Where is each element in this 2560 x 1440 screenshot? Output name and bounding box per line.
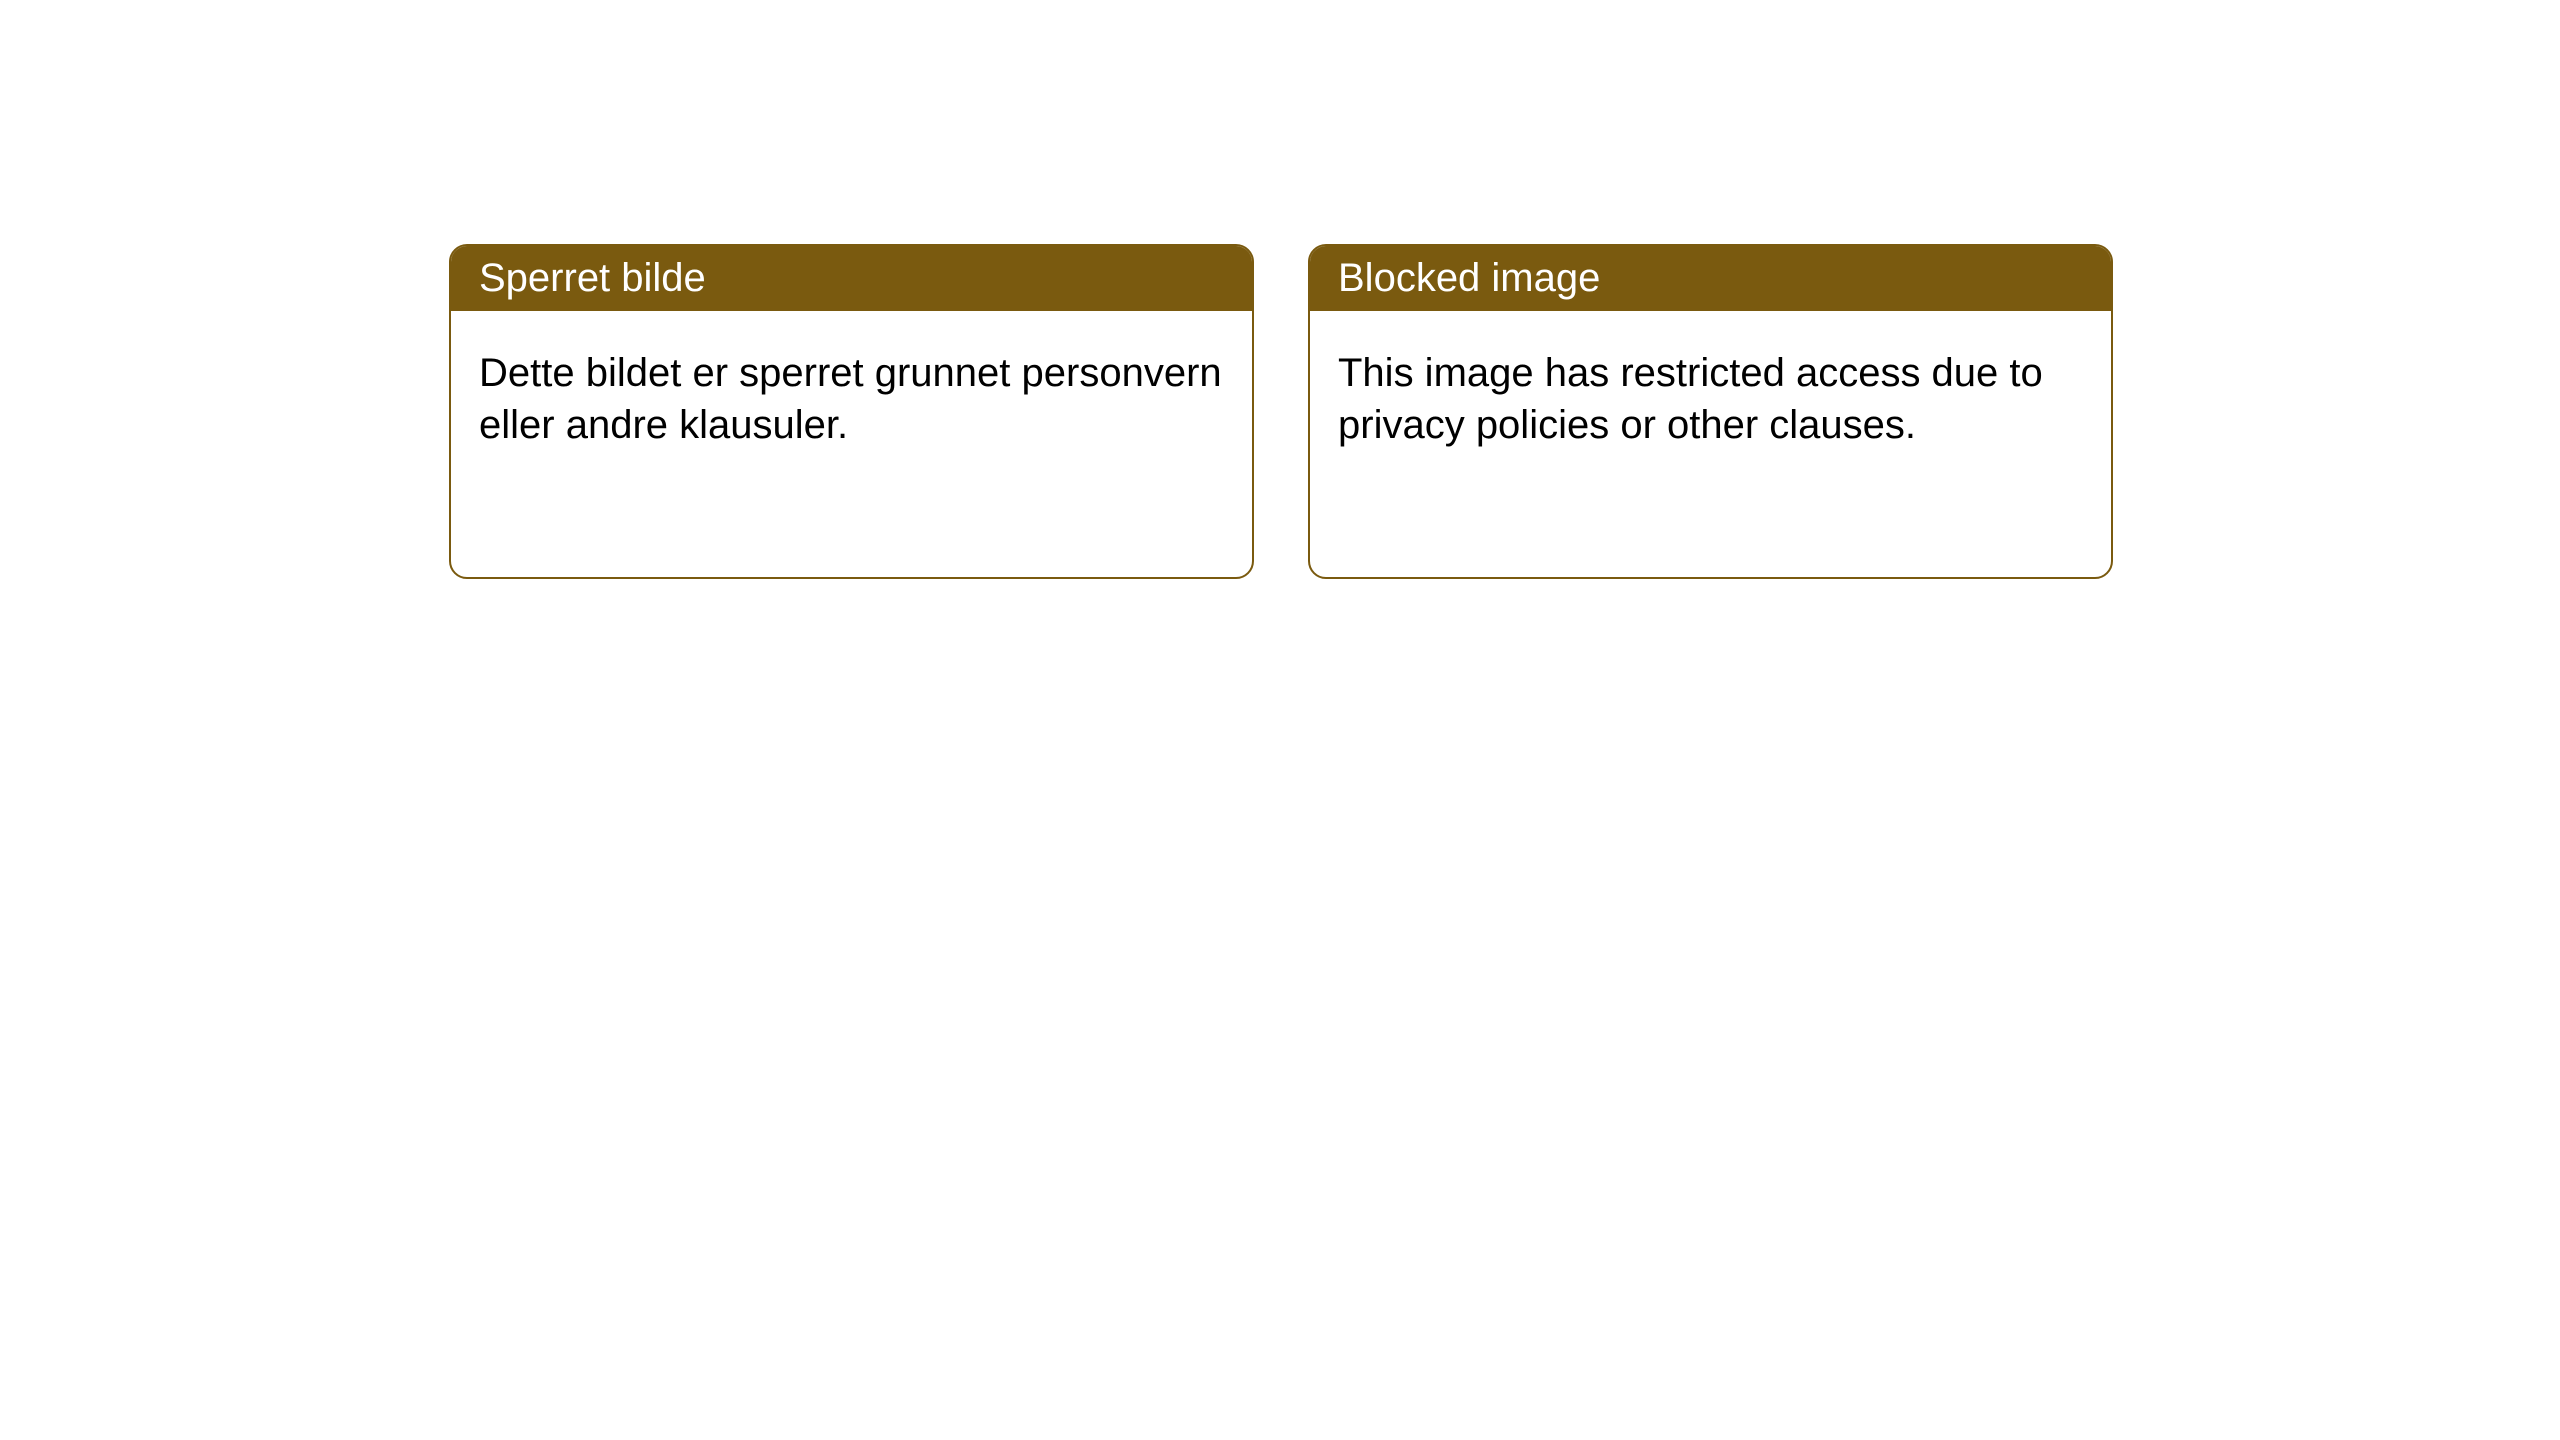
card-header-text: Blocked image xyxy=(1338,256,1600,300)
card-header-text: Sperret bilde xyxy=(479,256,706,300)
notice-card-english: Blocked image This image has restricted … xyxy=(1308,244,2113,579)
card-header-english: Blocked image xyxy=(1310,246,2111,311)
card-body-text: This image has restricted access due to … xyxy=(1338,351,2043,447)
notice-cards-container: Sperret bilde Dette bildet er sperret gr… xyxy=(449,244,2113,579)
card-header-norwegian: Sperret bilde xyxy=(451,246,1252,311)
card-body-english: This image has restricted access due to … xyxy=(1310,311,2111,487)
card-body-norwegian: Dette bildet er sperret grunnet personve… xyxy=(451,311,1252,487)
card-body-text: Dette bildet er sperret grunnet personve… xyxy=(479,351,1222,447)
notice-card-norwegian: Sperret bilde Dette bildet er sperret gr… xyxy=(449,244,1254,579)
